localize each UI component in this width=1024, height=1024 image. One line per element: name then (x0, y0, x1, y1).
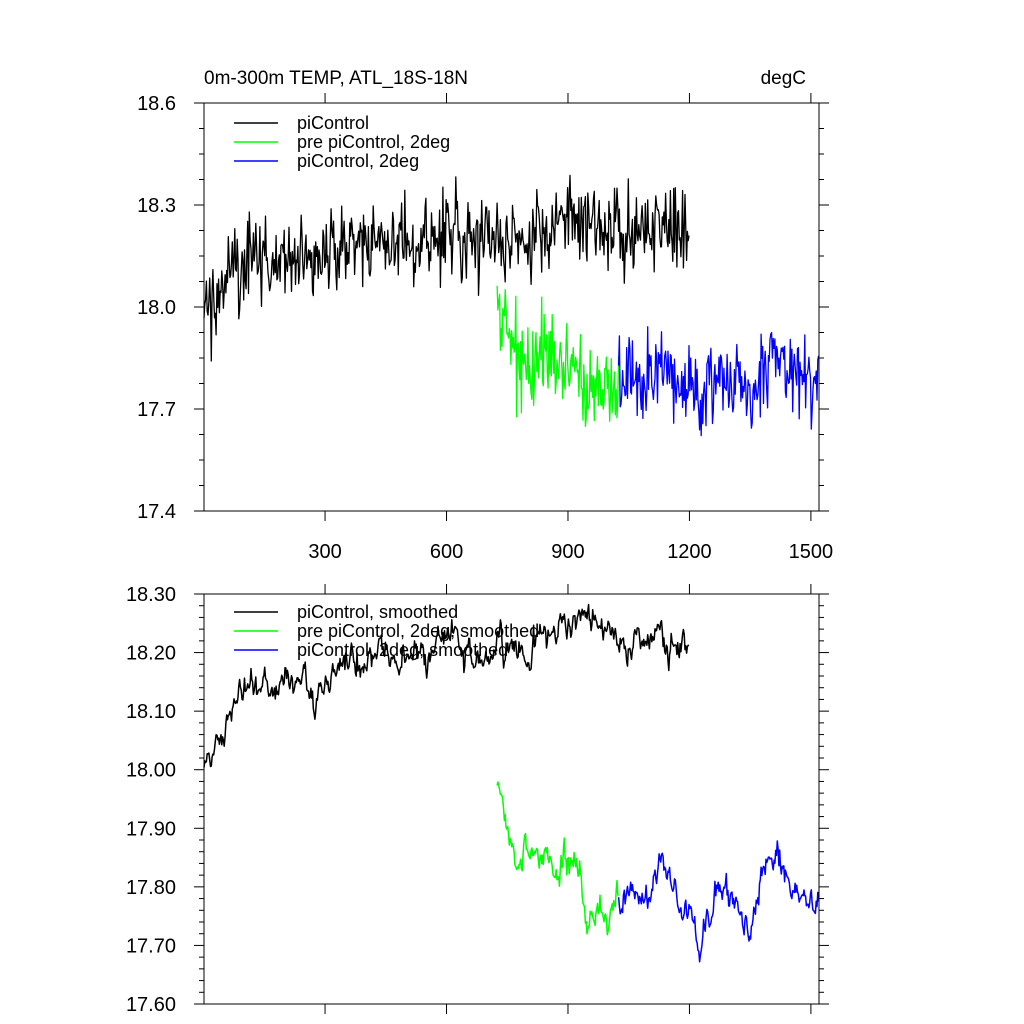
axis-ticks (194, 93, 829, 521)
y-tick-label: 18.10 (126, 701, 176, 723)
legend-label: pre piControl, 2deg, smoothed (297, 621, 539, 641)
y-tick-labels: 17.60 17.70 17.80 17.90 18.00 18.10 18.20 18.30 (126, 584, 176, 1016)
legend-label: piControl, 2deg, smoothed (297, 640, 508, 660)
y-tick-label: 18.30 (126, 584, 176, 606)
y-tick-label: 17.80 (126, 877, 176, 899)
legend-label: pre piControl, 2deg (297, 132, 450, 152)
series-line (203, 174, 690, 362)
y-tick-label: 17.7 (137, 399, 176, 421)
x-tick-label: 600 (430, 541, 463, 563)
series-line (617, 840, 820, 963)
y-tick-label: 17.70 (126, 935, 176, 957)
y-tick-label: 17.90 (126, 818, 176, 840)
series-line (496, 285, 620, 427)
y-tick-label: 18.00 (126, 760, 176, 782)
y-tick-label: 17.4 (137, 501, 176, 523)
y-tick-label: 18.3 (137, 195, 176, 217)
y-tick-label: 18.0 (137, 297, 176, 319)
x-tick-label: 1500 (789, 541, 834, 563)
plot-frame (203, 593, 820, 1005)
chart-panel-bottom: 17.60 17.70 17.80 17.90 18.00 18.10 18.20 18.30… (126, 584, 829, 1016)
series-line (617, 326, 820, 437)
x-tick-labels: 300 600 900 1200 1500 (308, 541, 833, 563)
axis-ticks (194, 584, 829, 1014)
legend-label: piControl, 2deg (297, 151, 419, 171)
chart-title-right: degC (761, 68, 806, 89)
y-tick-label: 18.20 (126, 643, 176, 665)
x-tick-label: 1200 (667, 541, 712, 563)
series-lines (203, 603, 820, 963)
y-tick-label: 17.60 (126, 994, 176, 1016)
series-line (203, 603, 690, 768)
legend-label: piControl (297, 113, 369, 133)
chart-title-left: 0m-300m TEMP, ATL_18S-18N (204, 68, 468, 89)
series-line (496, 781, 620, 936)
y-tick-label: 18.6 (137, 93, 176, 115)
series-lines (203, 174, 820, 437)
legend-label: piControl, smoothed (297, 602, 458, 622)
x-tick-label: 300 (308, 541, 341, 563)
chart-panel-top: 0m-300m TEMP, ATL_18S-18N degC 17.417.71… (137, 68, 833, 563)
x-tick-label: 900 (551, 541, 584, 563)
plot-frame (203, 102, 820, 512)
y-tick-labels: 17.4 17.7 18.0 18.3 18.6 (137, 93, 176, 523)
